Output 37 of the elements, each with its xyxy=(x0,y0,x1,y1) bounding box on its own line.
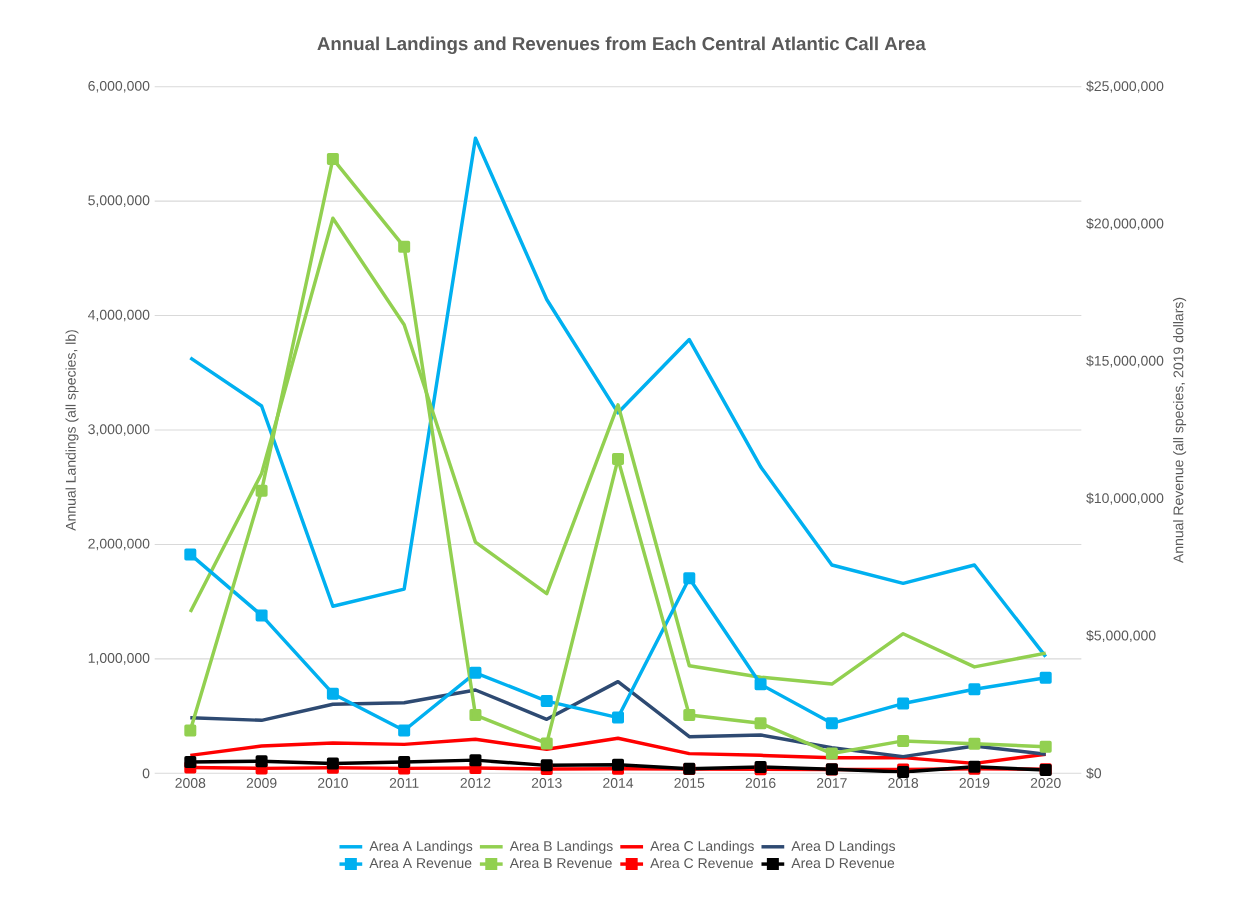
y2-tick-label: $10,000,000 xyxy=(1086,492,1164,505)
y-tick-label: 1,000,000 xyxy=(88,653,150,665)
legend-label: Area A Landings xyxy=(369,840,473,854)
y-tick-label: 2,000,000 xyxy=(88,538,150,551)
x-tick-label: 2013 xyxy=(531,778,562,789)
x-tick-label: 2018 xyxy=(888,778,919,789)
legend-label: Area C Landings xyxy=(650,840,754,854)
y-tick-label: 3,000,000 xyxy=(88,424,150,436)
y-axis-title: Annual Landings (all species, lb) xyxy=(65,330,79,531)
legend-label: Area B Revenue xyxy=(509,858,612,869)
x-tick-label: 2010 xyxy=(318,778,348,789)
y-tick-label: 6,000,000 xyxy=(88,81,150,93)
legend-label: Area A Revenue xyxy=(369,858,472,869)
y2-tick-label: $15,000,000 xyxy=(1086,355,1164,368)
y2-tick-label: $25,000,000 xyxy=(1086,80,1164,93)
x-tick-label: 2016 xyxy=(745,778,776,789)
y-tick-label: 5,000,000 xyxy=(88,195,150,208)
y2-tick-label: $5,000,000 xyxy=(1086,630,1156,643)
x-tick-label: 2008 xyxy=(175,778,206,789)
x-tick-label: 2017 xyxy=(817,778,847,789)
x-tick-label: 2012 xyxy=(460,778,491,789)
x-tick-label: 2015 xyxy=(674,778,705,789)
x-tick-label: 2011 xyxy=(389,778,419,789)
x-tick-label: 2009 xyxy=(246,778,277,789)
chart-title: Annual Landings and Revenues from Each Central Atlantic Call Area xyxy=(317,36,926,55)
y-tick-label: 0 xyxy=(142,768,150,779)
x-tick-label: 2020 xyxy=(1030,778,1061,789)
y-tick-label: 4,000,000 xyxy=(88,309,150,322)
legend-label: Area B Landings xyxy=(509,840,613,854)
y2-tick-label: $0 xyxy=(1086,767,1102,780)
y2-axis-title: Annual Revenue (all species, 2019 dollars) xyxy=(1173,298,1187,564)
y2-tick-label: $20,000,000 xyxy=(1086,218,1164,231)
x-tick-label: 2019 xyxy=(959,778,990,789)
legend-label: Area D Revenue xyxy=(791,858,895,869)
legend-label: Area D Landings xyxy=(791,840,896,854)
x-tick-label: 2014 xyxy=(603,778,634,789)
legend-label: Area C Revenue xyxy=(650,858,753,869)
